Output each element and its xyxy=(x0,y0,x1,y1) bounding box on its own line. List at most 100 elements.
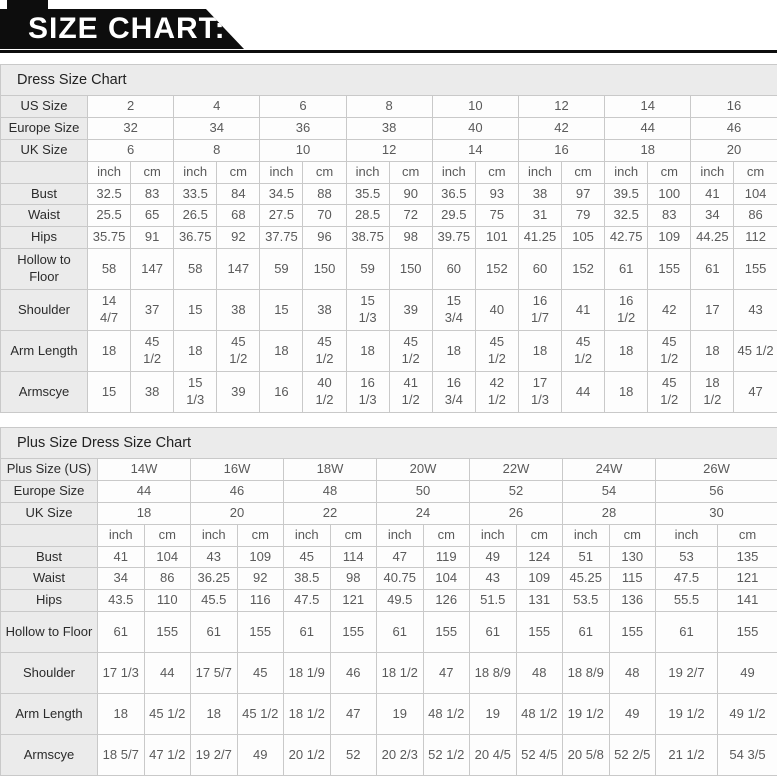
table-title: Plus Size Dress Size Chart xyxy=(0,427,777,459)
measure-value-cell: 17 1/3 xyxy=(517,371,563,414)
measure-value-cell: 41 1/2 xyxy=(388,371,433,414)
measure-value-cell: 18 1/2 xyxy=(376,652,424,695)
unit-cell: inch xyxy=(97,523,145,547)
size-value-cell: 4 xyxy=(173,95,261,118)
measure-value-cell: 109 xyxy=(647,226,692,250)
dress-size-chart-section: Dress Size Chart US Size 2 4 6 8 10 12 14 16 Europ… xyxy=(0,64,777,414)
measure-value-cell: 136 xyxy=(608,589,656,613)
measure-value-cell: 155 xyxy=(717,611,777,654)
measure-value-cell: 155 xyxy=(515,611,563,654)
measure-value-cell: 47 1/2 xyxy=(143,734,191,777)
measure-value-cell: 19 1/2 xyxy=(655,693,718,736)
measure-value-cell: 49 xyxy=(717,652,777,695)
measure-value-cell: 49 1/2 xyxy=(717,693,777,736)
plus-size-dress-size-chart-table: Plus Size Dress Size Chart Plus Size (US)… xyxy=(0,427,777,777)
measure-value-cell: 17 1/3 xyxy=(97,652,145,695)
measure-value-cell: 20 1/2 xyxy=(283,734,331,777)
row-label: Europe Size xyxy=(0,116,88,140)
unit-cell: cm xyxy=(647,160,692,184)
measure-value-cell: 147 xyxy=(130,248,175,291)
size-value-cell: 26 xyxy=(469,501,563,525)
measure-value-cell: 44.25 xyxy=(690,226,735,250)
measure-value-cell: 19 1/2 xyxy=(562,693,610,736)
measure-value-cell: 47.5 xyxy=(655,567,718,591)
unit-cell: cm xyxy=(236,523,284,547)
measure-value-cell: 49 xyxy=(469,545,517,569)
measure-row: Waist 34 86 36.25 92 38.5 98 40.75 104 43 109 45.25… xyxy=(0,567,777,591)
row-label: Waist xyxy=(0,567,98,591)
unit-cell: inch xyxy=(690,160,735,184)
measure-value-cell: 18 xyxy=(97,693,145,736)
size-value-cell: 24 xyxy=(376,501,470,525)
unit-cell: inch xyxy=(655,523,718,547)
measure-value-cell: 59 xyxy=(259,248,304,291)
measure-value-cell: 55.5 xyxy=(655,589,718,613)
size-value-cell: 48 xyxy=(283,479,377,503)
measure-row: Armscye 18 5/7 47 1/2 19 2/7 49 20 1/2 52 20 2/… xyxy=(0,734,777,777)
measure-value-cell: 48 1/2 xyxy=(515,693,563,736)
measure-value-cell: 52 1/2 xyxy=(422,734,470,777)
unit-cell: inch xyxy=(173,160,218,184)
measure-value-cell: 20 4/5 xyxy=(469,734,517,777)
measure-value-cell: 46 xyxy=(329,652,377,695)
measure-value-cell: 90 xyxy=(388,182,433,206)
row-label: Hips xyxy=(0,589,98,613)
measure-value-cell: 79 xyxy=(561,204,606,228)
measure-value-cell: 16 1/3 xyxy=(345,371,390,414)
measure-value-cell: 52 xyxy=(329,734,377,777)
measure-value-cell: 45 1/2 xyxy=(143,693,191,736)
measure-value-cell: 41 xyxy=(97,545,145,569)
measure-value-cell: 18 xyxy=(86,330,132,373)
table-title-row: Plus Size Dress Size Chart xyxy=(0,427,777,459)
measure-value-cell: 18 1/9 xyxy=(283,652,331,695)
measure-value-cell: 43 xyxy=(469,567,517,591)
row-label: Armscye xyxy=(0,734,98,777)
measure-row: Hips 43.5 110 45.5 116 47.5 121 49.5 126 51.5 131 5… xyxy=(0,589,777,613)
unit-cell: cm xyxy=(329,523,377,547)
measure-value-cell: 15 1/3 xyxy=(345,289,390,332)
measure-value-cell: 38 xyxy=(216,289,261,332)
unit-cell: cm xyxy=(608,523,656,547)
measure-value-cell: 16 3/4 xyxy=(431,371,476,414)
unit-cell: inch xyxy=(190,523,238,547)
row-label: Armscye xyxy=(0,371,88,414)
measure-row: Waist 25.5 65 26.5 68 27.5 70 28.5 72 29.5 75 31 79 3… xyxy=(0,204,777,228)
measure-value-cell: 25.5 xyxy=(86,204,132,228)
row-label: Bust xyxy=(0,182,88,206)
size-value-cell: 52 xyxy=(469,479,563,503)
measure-value-cell: 60 xyxy=(517,248,563,291)
unit-cell: inch xyxy=(283,523,331,547)
size-value-cell: 16W xyxy=(190,458,284,481)
measure-value-cell: 45 1/2 xyxy=(236,693,284,736)
size-value-cell: 42 xyxy=(517,116,606,140)
measure-row: Hips 35.75 91 36.75 92 37.75 96 38.75 98 39.75 101… xyxy=(0,226,777,250)
measure-value-cell: 36.75 xyxy=(173,226,218,250)
measure-value-cell: 44 xyxy=(143,652,191,695)
measure-value-cell: 150 xyxy=(302,248,347,291)
measure-value-cell: 41.25 xyxy=(517,226,563,250)
measure-value-cell: 45 1/2 xyxy=(388,330,433,373)
measure-value-cell: 45.25 xyxy=(562,567,610,591)
size-value-cell: 20W xyxy=(376,458,470,481)
size-value-cell: 14 xyxy=(431,138,519,162)
measure-value-cell: 18 xyxy=(517,330,563,373)
unit-cell: cm xyxy=(717,523,777,547)
size-value-cell: 54 xyxy=(562,479,656,503)
measure-value-cell: 155 xyxy=(329,611,377,654)
measure-value-cell: 20 5/8 xyxy=(562,734,610,777)
size-value-cell: 6 xyxy=(259,95,347,118)
measure-value-cell: 15 xyxy=(86,371,132,414)
measure-value-cell: 49 xyxy=(236,734,284,777)
measure-value-cell: 52 4/5 xyxy=(515,734,563,777)
unit-cell: inch xyxy=(345,160,390,184)
measure-value-cell: 36.5 xyxy=(431,182,476,206)
measure-value-cell: 126 xyxy=(422,589,470,613)
measure-value-cell: 39.75 xyxy=(431,226,476,250)
dress-size-chart-table: Dress Size Chart US Size 2 4 6 8 10 12 14 16 Europ… xyxy=(0,64,777,414)
measure-value-cell: 84 xyxy=(216,182,261,206)
size-value-cell: 22W xyxy=(469,458,563,481)
size-value-cell: 18 xyxy=(97,501,191,525)
unit-cell: inch xyxy=(259,160,304,184)
row-label: Arm Length xyxy=(0,693,98,736)
measure-value-cell: 18 1/2 xyxy=(283,693,331,736)
